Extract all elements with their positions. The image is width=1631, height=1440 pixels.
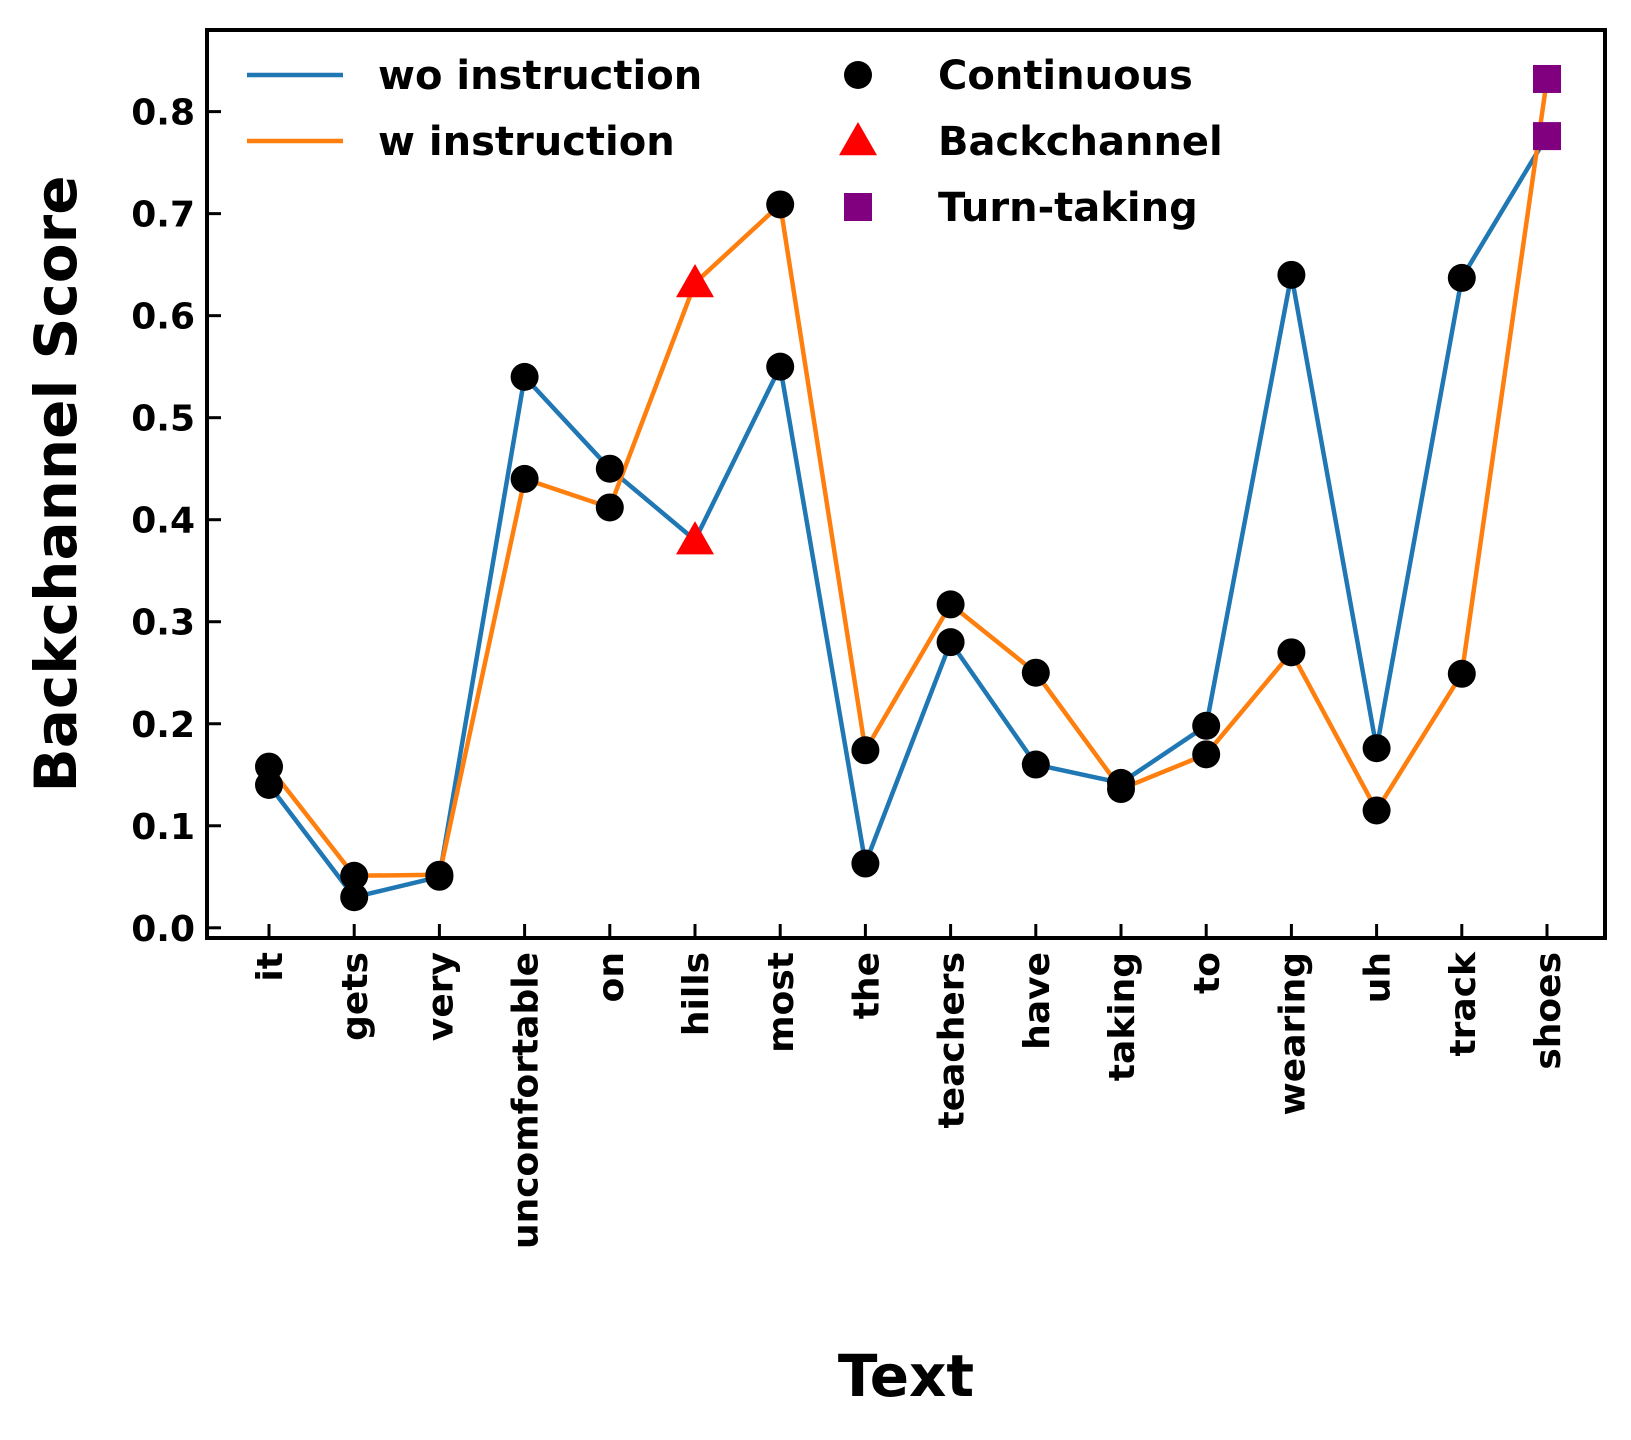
data-point-continuous <box>1362 796 1391 825</box>
data-point-continuous <box>340 883 369 912</box>
data-point-turn-taking <box>1533 122 1561 151</box>
data-point-continuous <box>595 454 624 483</box>
x-tick-label: wearing <box>1272 952 1313 1115</box>
y-tick-label: 0.6 <box>131 297 195 338</box>
legend-label: Backchannel <box>938 119 1223 165</box>
series-line-wo-instruction <box>267 134 1549 900</box>
legend-marker-square <box>844 193 872 221</box>
x-tick-label: teachers <box>932 952 973 1128</box>
data-point-continuous <box>1021 750 1050 779</box>
legend-label: w instruction <box>378 119 675 165</box>
series-line-w-instruction <box>267 78 1550 879</box>
data-point-continuous <box>936 628 965 657</box>
data-point-continuous <box>1192 740 1221 769</box>
data-point-continuous <box>255 752 283 781</box>
y-tick-label: 0.5 <box>131 399 195 440</box>
x-tick-label: gets <box>335 952 376 1041</box>
data-point-continuous <box>510 464 539 493</box>
data-point-continuous <box>1277 260 1306 289</box>
data-point-continuous <box>595 493 624 522</box>
data-point-continuous <box>1021 658 1050 687</box>
x-tick-label: shoes <box>1528 952 1569 1070</box>
data-point-continuous <box>766 190 795 219</box>
x-tick-label: on <box>591 952 632 1002</box>
data-point-continuous <box>1107 775 1135 804</box>
y-tick-label: 0.0 <box>131 909 195 950</box>
x-tick-label: very <box>420 952 461 1041</box>
data-point-turn-taking <box>1533 64 1561 93</box>
data-point-continuous <box>766 352 795 381</box>
x-tick-label: have <box>1017 952 1058 1050</box>
data-point-continuous <box>1447 263 1476 292</box>
y-tick-label: 0.8 <box>131 93 195 134</box>
y-tick-label: 0.1 <box>131 807 195 848</box>
data-point-continuous <box>1362 734 1391 763</box>
data-point-continuous <box>1192 711 1221 740</box>
axes: 0.0 0.1 0.2 0.3 0.4 0.5 0.6 0.7 0.8 it gets very unc… <box>131 93 1569 1249</box>
x-tick-label: uh <box>1358 952 1399 1003</box>
y-axis-title: Backchannel Score <box>22 175 90 792</box>
data-point-continuous <box>851 736 880 765</box>
y-tick-label: 0.3 <box>131 603 195 644</box>
data-point-continuous <box>510 362 539 391</box>
data-point-continuous <box>1447 659 1476 688</box>
data-point-continuous <box>936 590 965 619</box>
x-tick-label: most <box>761 952 802 1053</box>
x-tick-label: it <box>250 952 291 982</box>
legend-label: wo instruction <box>378 53 702 99</box>
y-tick-label: 0.4 <box>131 501 195 542</box>
y-tick-label: 0.2 <box>131 705 195 746</box>
x-axis-title: Text <box>838 1342 974 1410</box>
plot-area <box>255 64 1561 912</box>
legend-label: Continuous <box>938 53 1193 99</box>
legend: wo instruction w instruction Continuous Bac… <box>247 53 1223 231</box>
legend-marker-triangle <box>839 122 877 156</box>
legend-label: Turn-taking <box>938 185 1198 231</box>
y-tick-label: 0.7 <box>131 195 195 236</box>
x-tick-label: uncomfortable <box>506 952 547 1249</box>
data-point-continuous <box>340 861 369 890</box>
data-point-continuous <box>1277 638 1306 667</box>
plot-frame <box>205 28 1607 940</box>
x-tick-label: taking <box>1102 952 1143 1081</box>
legend-marker-circle <box>844 61 872 89</box>
data-point-continuous <box>851 849 880 878</box>
x-tick-label: the <box>846 952 887 1019</box>
data-point-backchannel <box>676 521 714 555</box>
x-tick-label: track <box>1443 951 1484 1057</box>
data-point-backchannel <box>676 264 714 298</box>
x-tick-label: hills <box>676 952 717 1036</box>
x-tick-label: to <box>1187 952 1228 994</box>
data-point-continuous <box>425 860 454 889</box>
